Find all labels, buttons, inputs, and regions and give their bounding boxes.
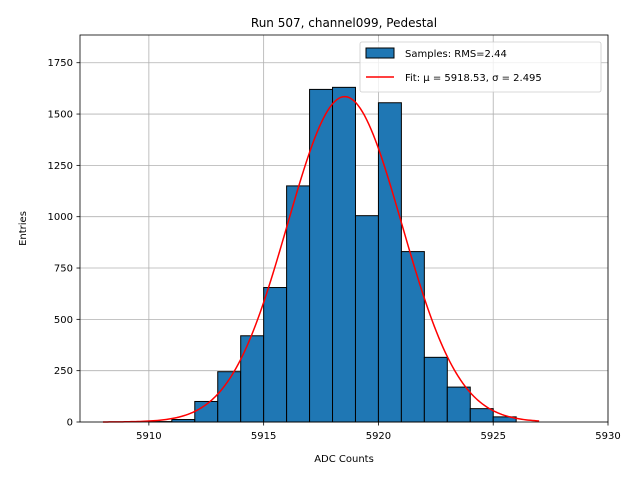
y-tick-label: 1250 <box>48 161 73 172</box>
x-tick-label: 5925 <box>480 431 505 442</box>
y-tick-label: 250 <box>54 366 73 377</box>
legend-fit-label: Fit: μ = 5918.53, σ = 2.495 <box>405 73 542 84</box>
x-tick-label: 5910 <box>136 431 161 442</box>
legend-histogram-label: Samples: RMS=2.44 <box>405 49 507 60</box>
legend-frame <box>359 41 602 93</box>
histogram-bar <box>446 386 471 423</box>
y-tick-label: 1750 <box>48 58 73 69</box>
chart-title: Run 507, channel099, Pedestal <box>251 16 437 30</box>
histogram-bar <box>354 215 379 423</box>
histogram-bar <box>286 185 311 423</box>
y-tick-label: 0 <box>67 418 73 429</box>
x-tick-label: 5915 <box>251 431 276 442</box>
plot-frame <box>79 34 609 423</box>
y-tick-label: 500 <box>54 315 73 326</box>
x-tick-label: 5920 <box>366 431 391 442</box>
histogram-bar <box>263 287 288 423</box>
legend-histogram-swatch <box>365 47 395 59</box>
histogram-bar <box>309 88 334 423</box>
fit-curve-layer <box>102 95 540 423</box>
y-axis-ticks: 0 250 500 750 1000 1250 1500 1750 <box>48 58 80 429</box>
histogram-bar <box>332 86 356 423</box>
x-axis-ticks: 5910 5915 5920 5925 5930 <box>136 422 621 442</box>
y-axis-label: Entries <box>18 211 29 246</box>
x-axis-label: ADC Counts <box>314 454 374 465</box>
histogram-bars <box>148 86 517 423</box>
histogram-bar <box>400 251 425 423</box>
x-tick-label: 5930 <box>595 431 620 442</box>
histogram-bar <box>377 102 402 423</box>
y-tick-label: 750 <box>54 264 73 275</box>
legend: Samples: RMS=2.44 Fit: μ = 5918.53, σ = … <box>359 41 602 93</box>
histogram-bar <box>240 335 265 423</box>
y-tick-label: 1000 <box>48 212 73 223</box>
fit-curve <box>102 95 540 423</box>
y-tick-label: 1500 <box>48 110 73 121</box>
histogram-bar <box>469 408 494 423</box>
histogram-bar <box>423 356 448 423</box>
